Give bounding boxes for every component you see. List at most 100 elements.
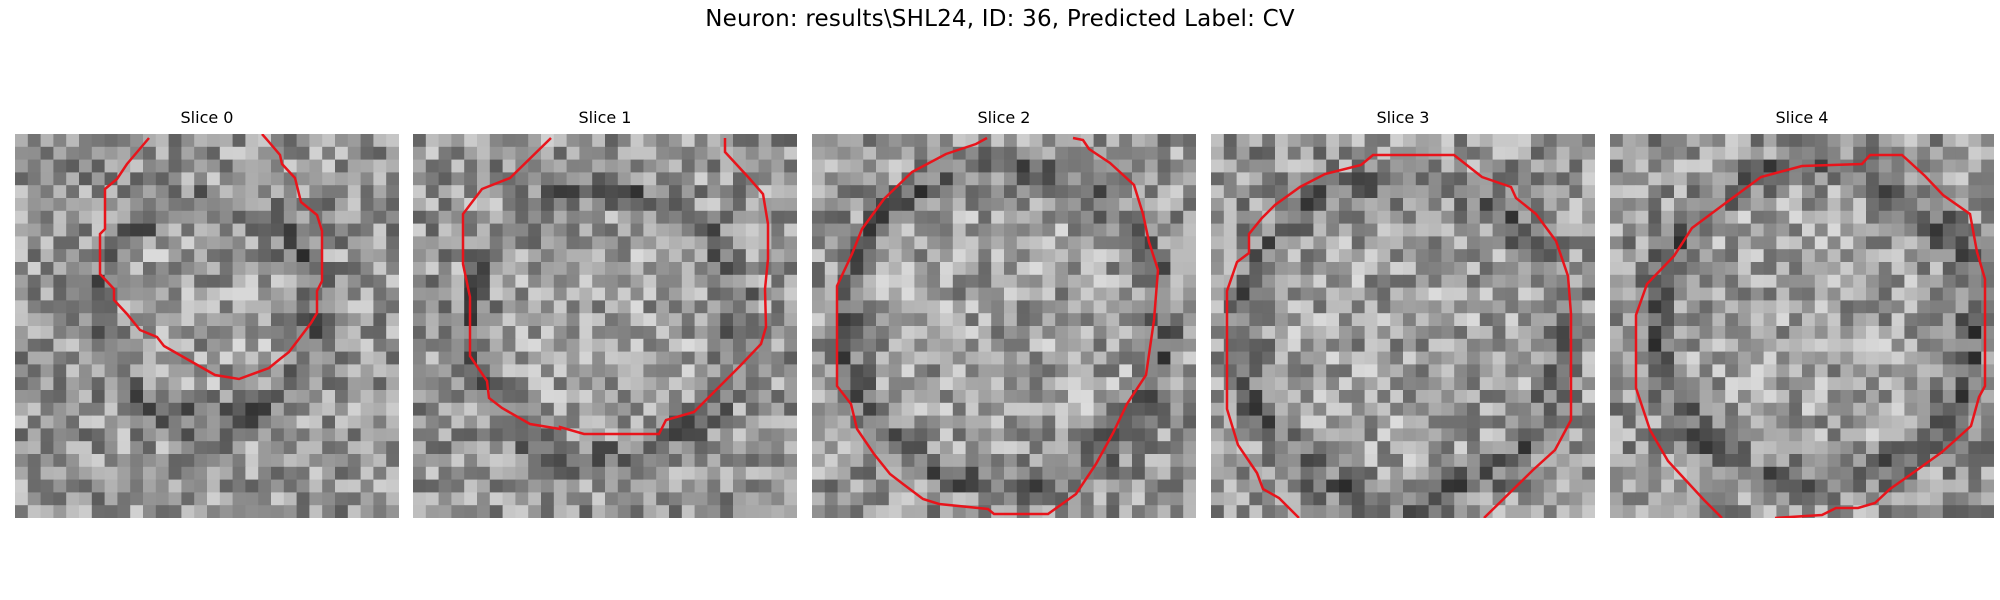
pixel-cell (1080, 338, 1095, 353)
pixel-cell (1275, 505, 1289, 518)
pixel-cell (15, 287, 29, 301)
pixel-cell (1042, 505, 1056, 518)
pixel-cell (1211, 338, 1225, 353)
pixel-cell (1183, 223, 1196, 237)
pixel-cell (991, 134, 1005, 148)
pixel-cell (1042, 300, 1056, 314)
pixel-cell (271, 274, 285, 289)
pixel-cell (888, 210, 903, 225)
pixel-cell (335, 338, 349, 353)
pixel-cell (1377, 134, 1391, 148)
pixel-cell (605, 223, 619, 237)
pixel-cell (219, 492, 234, 506)
pixel-cell (1479, 326, 1494, 340)
pixel-cell (502, 351, 516, 365)
pixel-cell (66, 287, 80, 301)
pixel-cell (579, 146, 593, 161)
pixel-cell (1326, 223, 1340, 237)
pixel-cell (1183, 210, 1196, 225)
pixel-cell (1326, 441, 1340, 455)
pixel-cell (515, 466, 529, 481)
pixel-cell (79, 274, 93, 289)
pixel-cell (1300, 441, 1314, 455)
pixel-cell (566, 159, 580, 173)
pixel-cell (1827, 428, 1841, 442)
pixel-cell (1016, 249, 1031, 263)
pixel-cell (386, 390, 399, 404)
pixel-cell (1904, 441, 1918, 455)
pixel-cell (1981, 172, 1994, 186)
pixel-cell (1428, 338, 1442, 353)
pixel-cell (1313, 505, 1327, 518)
pixel-cell (309, 198, 323, 212)
pixel-cell (1249, 300, 1263, 314)
pixel-cell (1802, 466, 1816, 481)
pixel-cell (1377, 428, 1391, 442)
pixel-cell (425, 313, 440, 327)
pixel-cell (1132, 172, 1146, 186)
pixel-cell (1955, 466, 1969, 481)
pixel-cell (1955, 492, 1969, 506)
pixel-cell (901, 377, 915, 391)
pixel-cell (1351, 441, 1366, 455)
pixel-cell (927, 249, 941, 263)
pixel-cell (258, 505, 272, 518)
pixel-cell (720, 338, 734, 353)
pixel-cell (1699, 274, 1713, 289)
pixel-cell (1377, 415, 1391, 429)
pixel-cell (1029, 390, 1043, 404)
pixel-cell (1661, 441, 1675, 455)
pixel-cell (978, 172, 992, 186)
pixel-cell (1738, 402, 1752, 417)
pixel-cell (1904, 326, 1918, 340)
pixel-cell (1249, 492, 1263, 506)
pixel-cell (1981, 351, 1994, 365)
pixel-cell (1467, 210, 1481, 225)
pixel-cell (245, 146, 259, 161)
pixel-cell (1479, 390, 1494, 404)
pixel-cell (1904, 505, 1918, 518)
pixel-cell (1144, 262, 1159, 276)
pixel-cell (1776, 287, 1790, 301)
pixel-cell (991, 300, 1005, 314)
pixel-cell (168, 223, 182, 237)
pixel-cell (1814, 134, 1829, 148)
pixel-cell (1068, 172, 1082, 186)
pixel-cell (515, 454, 529, 468)
pixel-cell (1055, 146, 1069, 161)
pixel-cell (1326, 236, 1340, 250)
pixel-cell (104, 492, 118, 506)
pixel-cell (888, 492, 903, 506)
pixel-cell (1518, 274, 1532, 289)
pixel-cell (373, 377, 387, 391)
pixel-cell (515, 172, 529, 186)
pixel-cell (1029, 351, 1043, 365)
pixel-cell (733, 390, 747, 404)
pixel-cell (1622, 300, 1637, 314)
pixel-cell (1275, 313, 1289, 327)
pixel-cell (1556, 198, 1570, 212)
pixel-cell (1853, 313, 1867, 327)
pixel-cell (1648, 223, 1662, 237)
pixel-cell (1904, 338, 1918, 353)
pixel-cell (322, 351, 336, 365)
pixel-cell (1262, 441, 1276, 455)
pixel-cell (1249, 377, 1263, 391)
pixel-cell (1802, 415, 1816, 429)
pixel-cell (745, 326, 760, 340)
pixel-cell (1531, 236, 1545, 250)
pixel-cell (1904, 492, 1918, 506)
pixel-cell (1814, 210, 1829, 225)
pixel-cell (643, 172, 657, 186)
pixel-cell (1029, 313, 1043, 327)
pixel-cell (79, 249, 93, 263)
pixel-cell (1016, 466, 1031, 481)
pixel-cell (1454, 249, 1468, 263)
pixel-cell (824, 185, 839, 199)
pixel-cell (360, 441, 374, 455)
pixel-cell (1827, 492, 1841, 506)
pixel-cell (413, 249, 427, 263)
pixel-cell (669, 146, 683, 161)
pixel-cell (1055, 390, 1069, 404)
pixel-cell (1441, 159, 1455, 173)
